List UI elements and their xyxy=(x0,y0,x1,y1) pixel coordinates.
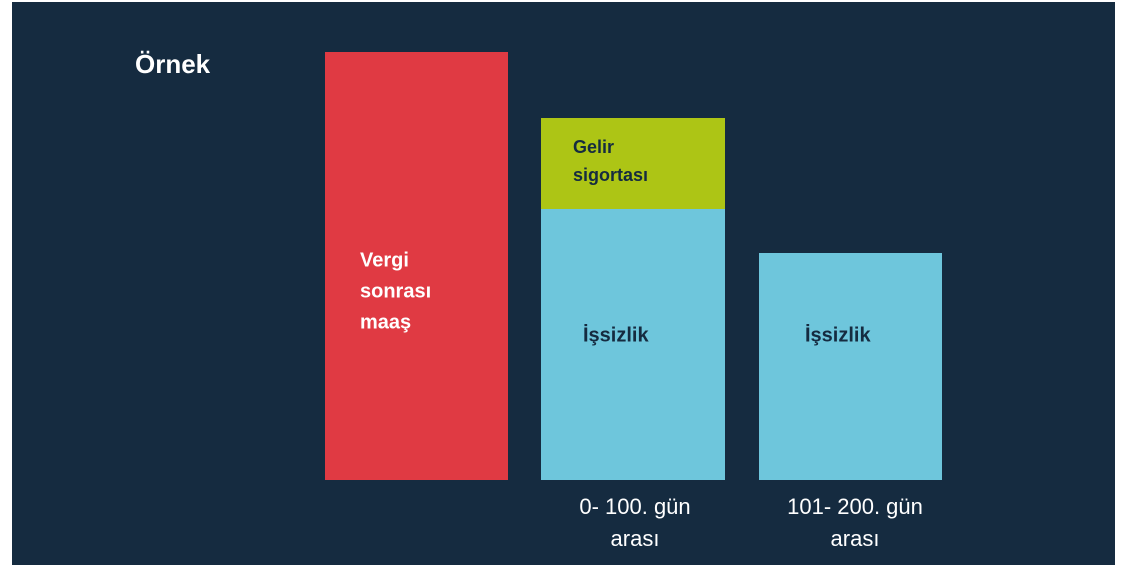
segment-label: Vergi xyxy=(360,249,409,271)
title: Örnek xyxy=(135,49,211,79)
bar-income-insurance xyxy=(541,118,725,209)
segment-label: İşsizlik xyxy=(805,323,871,346)
bar-unemployment xyxy=(759,253,942,480)
segment-label: Gelir xyxy=(573,137,614,157)
bar-unemployment xyxy=(541,209,725,480)
segment-label: sonrası xyxy=(360,280,431,302)
segment-label: İşsizlik xyxy=(583,323,649,346)
segment-label: maaş xyxy=(360,311,411,333)
bar-caption: 0- 100. gün xyxy=(579,494,690,519)
bar-caption: arası xyxy=(831,526,880,551)
bar-caption: arası xyxy=(611,526,660,551)
bar-caption: 101- 200. gün xyxy=(787,494,923,519)
segment-label: sigortası xyxy=(573,165,648,185)
bar-salary xyxy=(325,52,508,480)
